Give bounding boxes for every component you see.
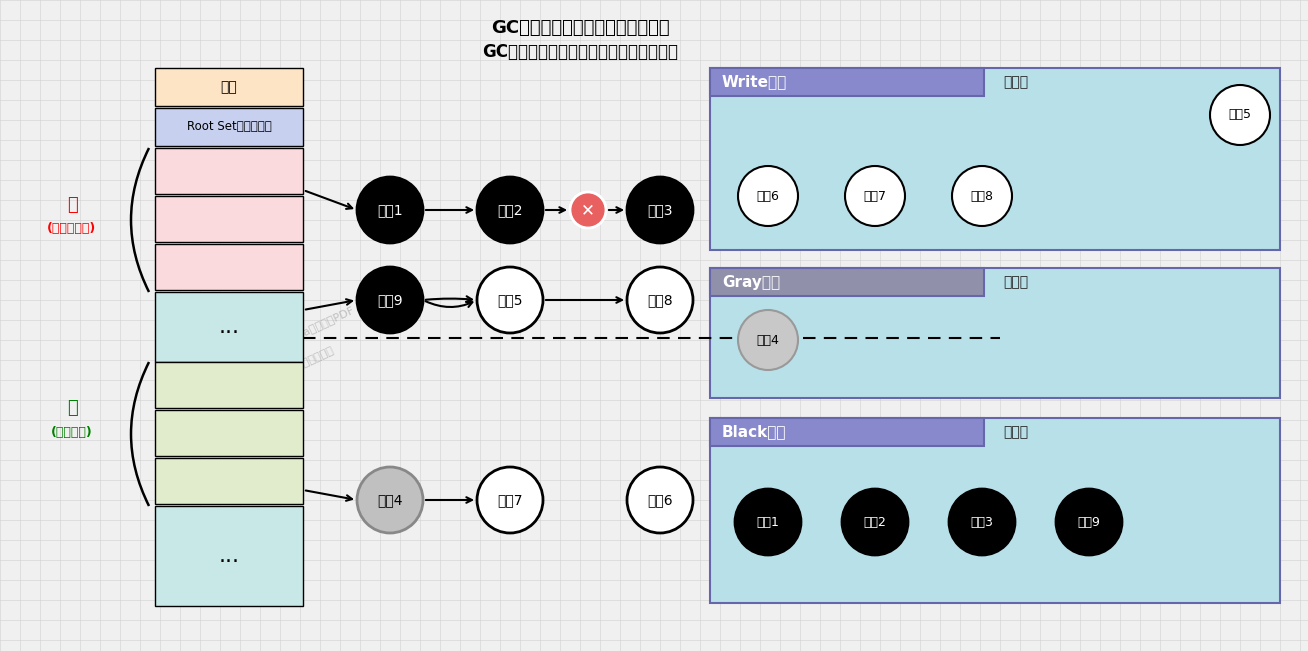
- Text: (不启用屏障): (不启用屏障): [47, 221, 97, 234]
- Text: 对象8: 对象8: [971, 189, 994, 202]
- Circle shape: [950, 489, 1015, 555]
- Text: Black黑色: Black黑色: [722, 424, 786, 439]
- Text: GC开始：优先扫描栈，将栈全部标记为黑: GC开始：优先扫描栈，将栈全部标记为黑: [483, 43, 678, 61]
- FancyBboxPatch shape: [156, 244, 303, 290]
- Text: 对象6: 对象6: [756, 189, 780, 202]
- Text: 对象3: 对象3: [647, 203, 672, 217]
- FancyBboxPatch shape: [156, 148, 303, 194]
- FancyBboxPatch shape: [710, 268, 984, 296]
- Text: 对象5: 对象5: [497, 293, 523, 307]
- Text: 对象8: 对象8: [647, 293, 672, 307]
- Circle shape: [842, 489, 908, 555]
- FancyBboxPatch shape: [156, 108, 303, 146]
- Text: 对象9: 对象9: [1078, 516, 1100, 529]
- Circle shape: [738, 166, 798, 226]
- Text: ✕: ✕: [581, 201, 595, 219]
- Circle shape: [952, 166, 1012, 226]
- Text: 对象3: 对象3: [971, 516, 994, 529]
- FancyBboxPatch shape: [156, 196, 303, 242]
- Text: 对象5: 对象5: [1228, 109, 1252, 122]
- Text: 标记表: 标记表: [1003, 425, 1028, 439]
- Circle shape: [477, 467, 543, 533]
- Circle shape: [627, 267, 693, 333]
- Text: 标记表: 标记表: [1003, 75, 1028, 89]
- FancyBboxPatch shape: [710, 268, 1281, 398]
- Text: 对象9: 对象9: [377, 293, 403, 307]
- Text: 对象7: 对象7: [863, 189, 887, 202]
- FancyBboxPatch shape: [710, 68, 1281, 250]
- Text: 对象6: 对象6: [647, 493, 672, 507]
- FancyBboxPatch shape: [710, 418, 1281, 603]
- FancyBboxPatch shape: [156, 458, 303, 504]
- Circle shape: [1210, 85, 1270, 145]
- Text: 堆: 堆: [67, 399, 77, 417]
- Circle shape: [477, 267, 543, 333]
- Text: 关注公众号：技术自由圈: 关注公众号：技术自由圈: [264, 345, 335, 385]
- Text: ...: ...: [218, 317, 239, 337]
- Text: (启用屏障): (启用屏障): [51, 426, 93, 439]
- Circle shape: [477, 177, 543, 243]
- Circle shape: [738, 310, 798, 370]
- Text: 对象2: 对象2: [863, 516, 887, 529]
- Text: 对象7: 对象7: [497, 493, 523, 507]
- Circle shape: [627, 467, 693, 533]
- FancyBboxPatch shape: [156, 506, 303, 606]
- Text: GC三色标记并发：混合写屏障流程: GC三色标记并发：混合写屏障流程: [490, 19, 670, 37]
- Text: 领取 4000页 尼恩Java面试宝典PDF: 领取 4000页 尼恩Java面试宝典PDF: [225, 306, 356, 374]
- Circle shape: [357, 267, 422, 333]
- FancyBboxPatch shape: [156, 68, 303, 106]
- FancyBboxPatch shape: [156, 362, 303, 408]
- Text: Write白色: Write白色: [722, 74, 787, 89]
- Text: 标记表: 标记表: [1003, 275, 1028, 289]
- Text: 栈: 栈: [67, 196, 77, 214]
- FancyBboxPatch shape: [156, 292, 303, 362]
- Circle shape: [357, 467, 422, 533]
- Circle shape: [735, 489, 800, 555]
- Text: Root Set根节点集合: Root Set根节点集合: [187, 120, 271, 133]
- FancyBboxPatch shape: [710, 418, 984, 446]
- Text: Gray灰色: Gray灰色: [722, 275, 780, 290]
- Text: 对象4: 对象4: [377, 493, 403, 507]
- Text: ...: ...: [218, 546, 239, 566]
- Circle shape: [357, 177, 422, 243]
- FancyBboxPatch shape: [156, 410, 303, 456]
- Circle shape: [570, 192, 606, 228]
- Circle shape: [845, 166, 905, 226]
- Text: 对象1: 对象1: [377, 203, 403, 217]
- Text: 对象4: 对象4: [756, 333, 780, 346]
- Circle shape: [627, 177, 693, 243]
- Text: 对象1: 对象1: [756, 516, 780, 529]
- Text: 程序: 程序: [221, 80, 237, 94]
- Circle shape: [1056, 489, 1122, 555]
- FancyBboxPatch shape: [710, 68, 984, 96]
- Text: 对象2: 对象2: [497, 203, 523, 217]
